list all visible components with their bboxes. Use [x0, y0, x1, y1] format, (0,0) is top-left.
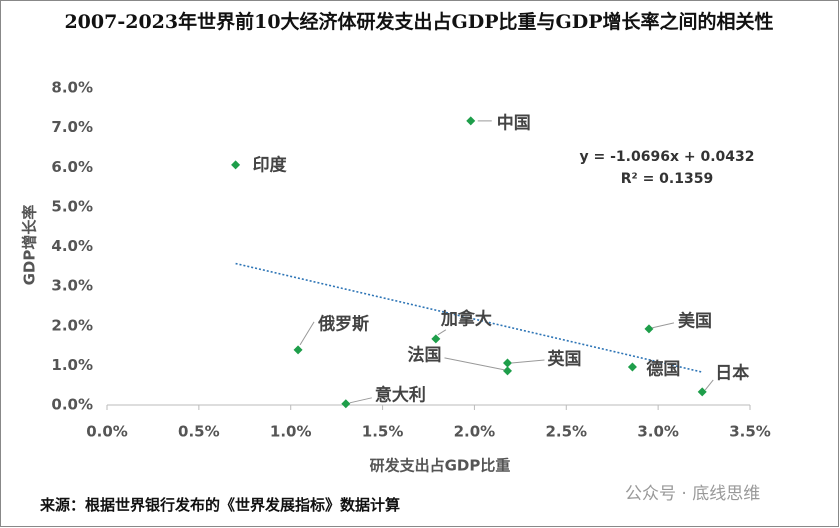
leader-line	[349, 397, 372, 404]
point-label: 印度	[253, 154, 288, 175]
y-tick-label: 6.0%	[51, 158, 93, 176]
point	[466, 116, 476, 126]
point	[293, 345, 303, 355]
x-tick-label: 0.0%	[86, 423, 128, 441]
x-tick-label: 0.5%	[178, 423, 220, 441]
y-tick-label: 8.0%	[51, 79, 93, 97]
x-tick-label: 2.0%	[454, 423, 496, 441]
x-tick-label: 3.0%	[637, 423, 679, 441]
leader-line	[651, 322, 675, 329]
x-tick-label: 1.5%	[362, 423, 404, 441]
point	[697, 387, 707, 397]
y-tick-label: 1.0%	[51, 356, 93, 374]
x-tick-label: 2.5%	[545, 423, 587, 441]
point-label: 意大利	[375, 384, 426, 405]
y-tick-label: 4.0%	[51, 237, 93, 255]
point	[502, 358, 512, 368]
source: 来源：根据世界银行发布的《世界发展指标》数据计算	[39, 496, 400, 514]
leader-line	[444, 357, 505, 371]
point	[502, 366, 512, 376]
point	[644, 324, 654, 334]
point-label: 法国	[407, 344, 441, 365]
point-label: 加拿大	[440, 308, 492, 329]
point	[231, 160, 241, 170]
leader-line	[437, 329, 447, 336]
y-tick-label: 0.0%	[51, 396, 93, 414]
watermark: 公众号 · 底线思维	[625, 484, 760, 504]
point-label: 中国	[497, 112, 531, 133]
x-tick-label: 1.0%	[270, 423, 312, 441]
point-label: 德国	[646, 358, 680, 379]
trend-equation: y = -1.0696x + 0.0432	[580, 149, 755, 165]
leader-line	[299, 321, 315, 346]
point	[627, 362, 637, 372]
trend-r2: R² = 0.1359	[621, 171, 713, 187]
y-axis-title: GDP增长率	[21, 205, 39, 286]
point-label: 俄罗斯	[317, 313, 369, 334]
leader-line	[704, 379, 714, 391]
leader-line	[511, 359, 545, 364]
x-tick-label: 3.5%	[729, 423, 771, 441]
point-label: 美国	[678, 310, 712, 331]
y-tick-label: 2.0%	[51, 316, 93, 334]
point-label: 英国	[547, 348, 581, 369]
point	[431, 334, 441, 344]
chart-title: 2007-2023年世界前10大经济体研发支出占GDP比重与GDP增长率之间的相…	[64, 10, 773, 33]
y-tick-label: 3.0%	[51, 277, 93, 295]
y-tick-label: 7.0%	[51, 118, 93, 136]
point-label: 日本	[715, 362, 749, 383]
point	[341, 399, 351, 409]
x-axis-title: 研发支出占GDP比重	[370, 457, 511, 475]
y-tick-label: 5.0%	[51, 197, 93, 215]
